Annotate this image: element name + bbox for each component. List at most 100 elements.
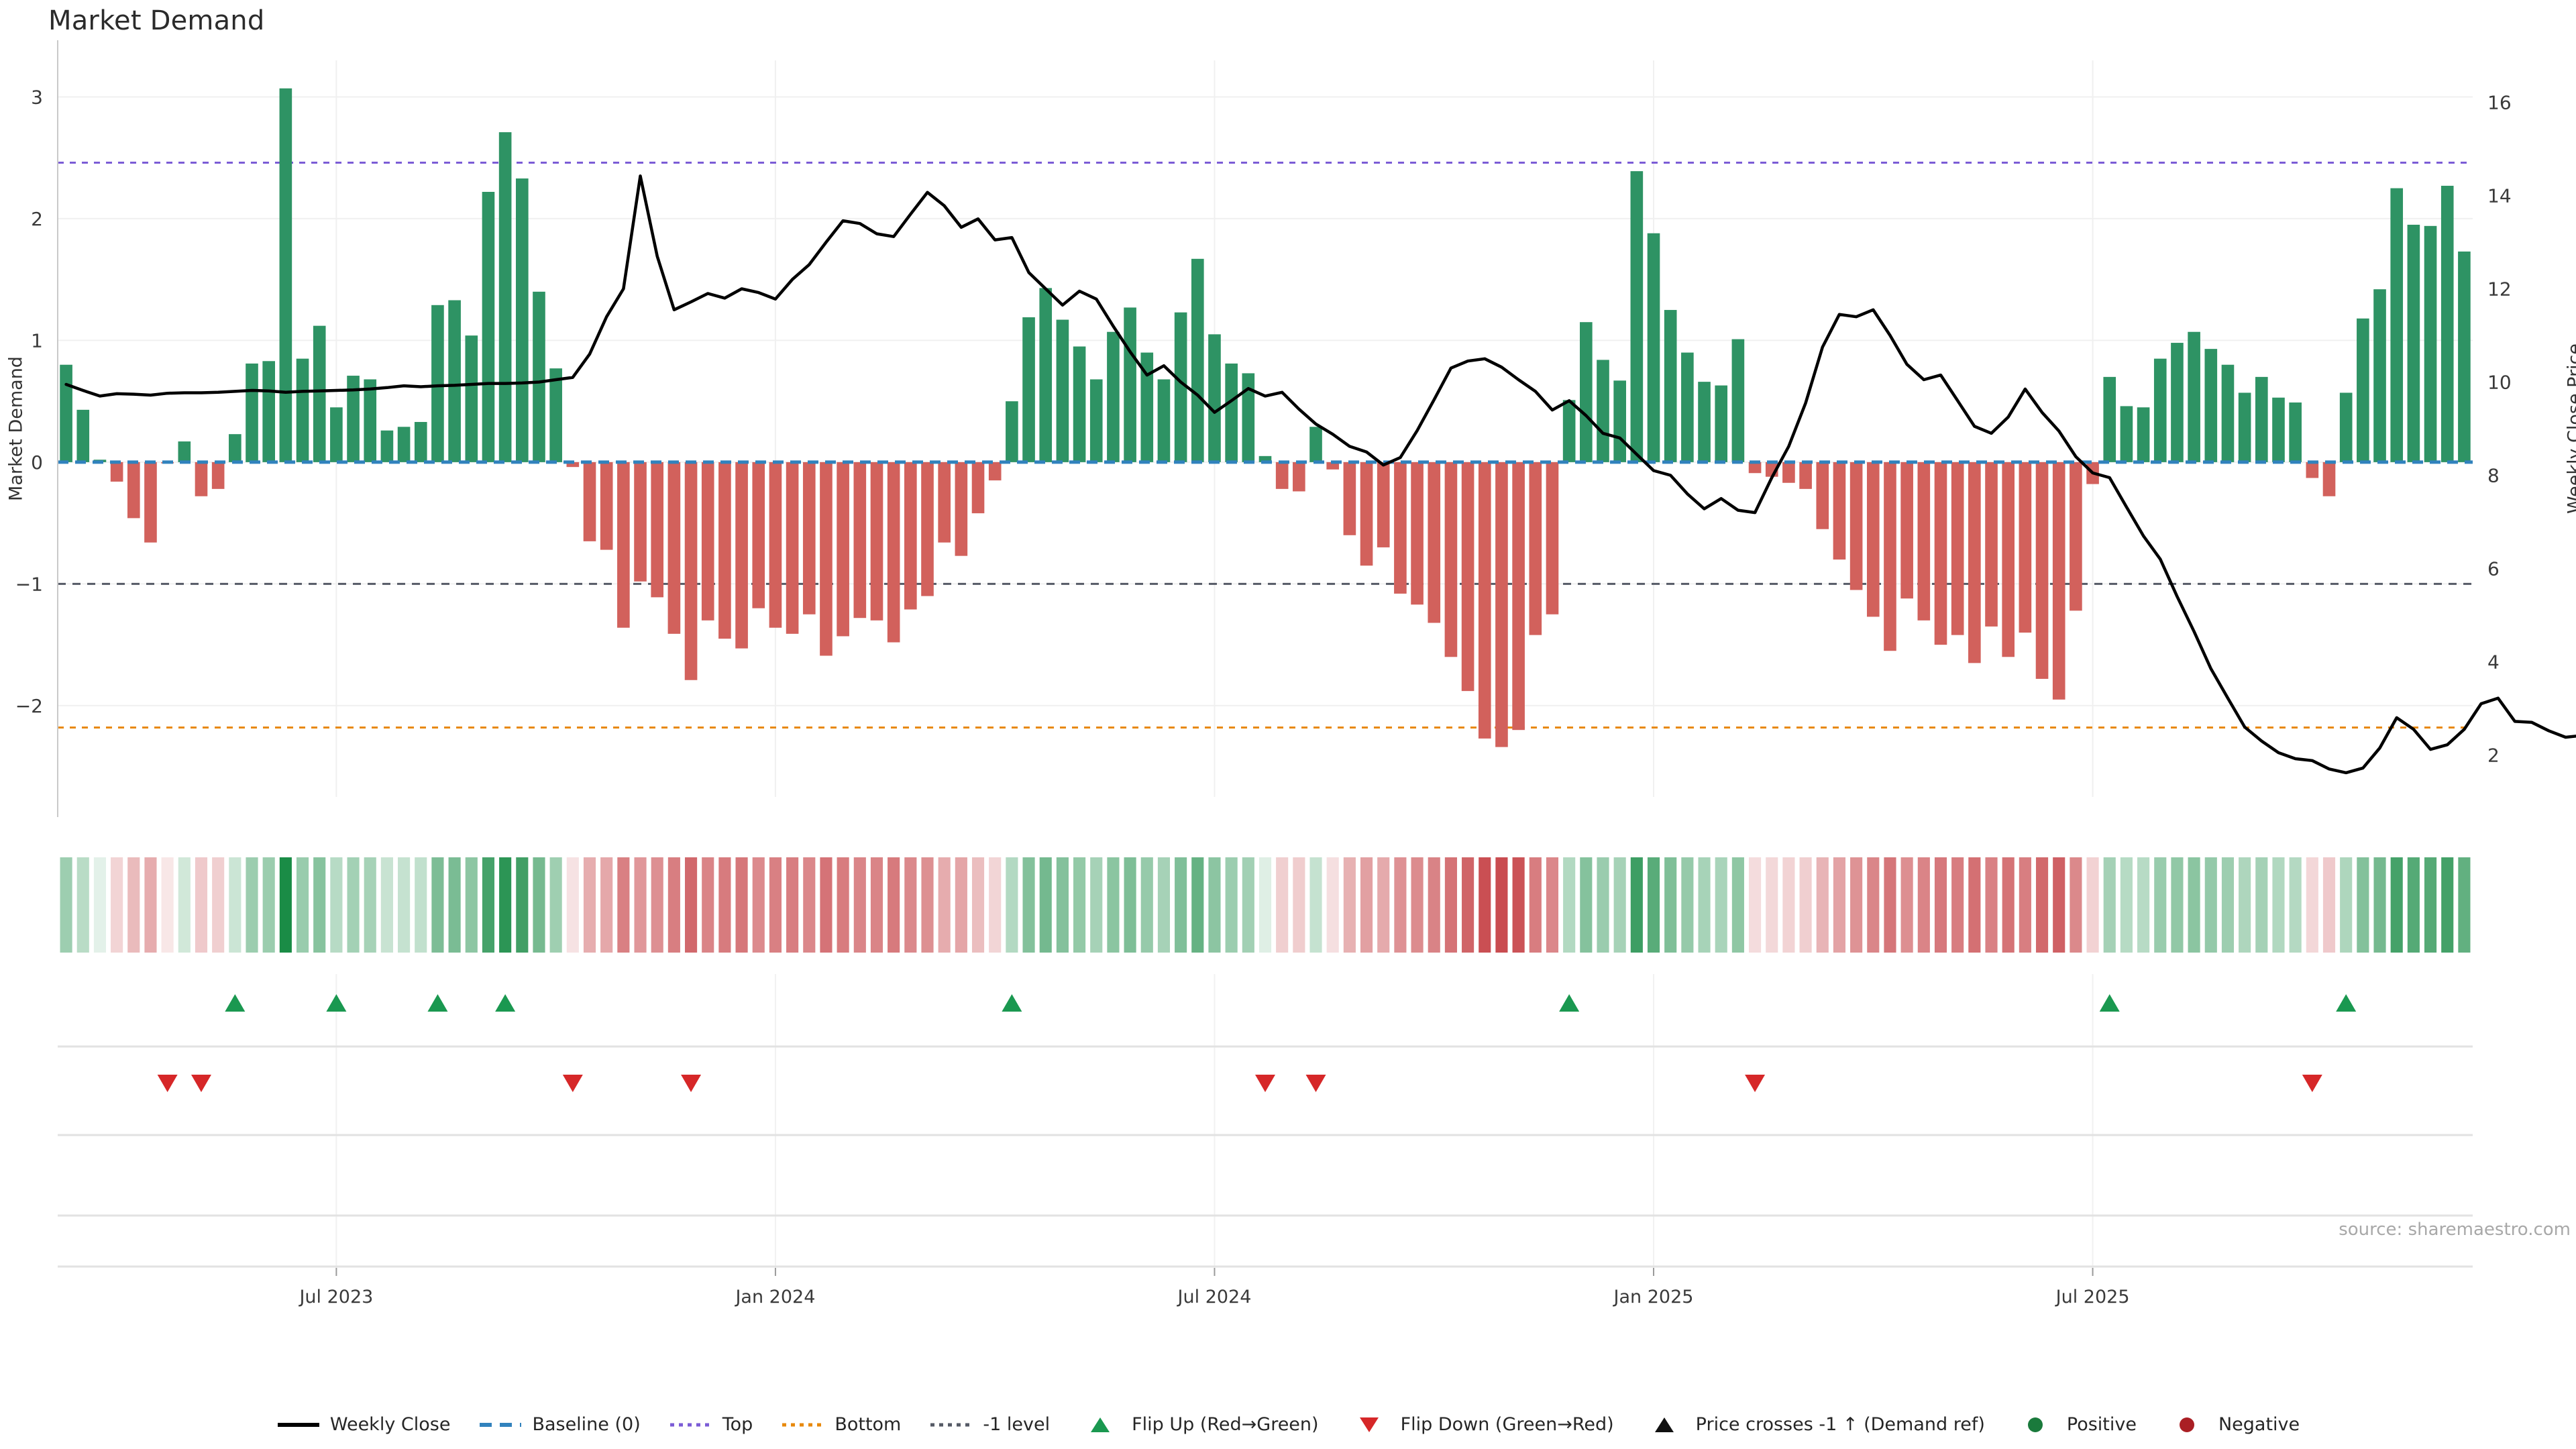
dotted-line-swatch [669, 1416, 713, 1434]
svg-text:3: 3 [31, 86, 43, 108]
heatmap-cell [1782, 857, 1795, 953]
solid-line-swatch [276, 1416, 321, 1434]
heatmap-cell [2171, 857, 2184, 953]
heatmap-cell [279, 857, 292, 953]
demand-bar [2238, 392, 2251, 462]
flip-up-marker [1002, 994, 1022, 1012]
heatmap-cell [2357, 857, 2369, 953]
demand-bar [1562, 400, 1576, 462]
heatmap-cell [2272, 857, 2285, 953]
demand-bar [1495, 462, 1508, 747]
heatmap-cell [1630, 857, 1643, 953]
legend-item-triangle-up-icon[interactable]: Flip Up (Red→Green) [1078, 1414, 1319, 1435]
flip-up-marker [225, 994, 246, 1012]
demand-bar [1664, 310, 1677, 462]
heatmap-cell [2019, 857, 2031, 953]
heatmap-cell [330, 857, 343, 953]
demand-bar [533, 291, 545, 462]
demand-bar [1849, 462, 1863, 590]
demand-bar [2390, 188, 2404, 462]
heatmap-cell [1495, 857, 1508, 953]
demand-bar [2153, 358, 2167, 462]
heatmap-cell [2289, 857, 2302, 953]
heatmap-cell [60, 857, 72, 953]
heatmap-cell [1394, 857, 1407, 953]
flip-down-marker [1305, 1075, 1326, 1092]
demand-bar [144, 462, 157, 543]
heatmap-cell [1258, 857, 1272, 953]
svg-text:0: 0 [31, 451, 43, 474]
heatmap-cell [1360, 857, 1373, 953]
legend-item-label: Weekly Close [329, 1414, 451, 1435]
demand-bar [229, 434, 241, 462]
heatmap-cell [262, 857, 275, 953]
heatmap-cell [735, 857, 748, 953]
heatmap-cell [1647, 857, 1660, 953]
heatmap-cell [2322, 857, 2336, 953]
demand-bar [1157, 379, 1171, 462]
demand-bar [1360, 462, 1373, 566]
demand-bar [1309, 427, 1322, 462]
demand-bar [1208, 334, 1221, 462]
demand-bar [1107, 331, 1120, 462]
heatmap-cell [1056, 857, 1069, 953]
demand-bar [837, 462, 849, 637]
demand-bar [1748, 462, 1762, 474]
demand-bar [2272, 397, 2285, 462]
svg-text:4: 4 [2487, 651, 2500, 673]
heatmap-cell [583, 857, 596, 953]
legend-item-circle-icon[interactable]: Positive [2013, 1414, 2137, 1435]
demand-bar [1006, 401, 1018, 462]
heatmap-cell [617, 857, 630, 953]
legend-item-label: Flip Down (Green→Red) [1400, 1414, 1614, 1435]
heatmap-cell [2086, 857, 2099, 953]
demand-bar [2373, 289, 2386, 462]
legend-item-triangle-down-icon[interactable]: Flip Down (Green→Red) [1347, 1414, 1614, 1435]
heatmap-cell [1157, 857, 1171, 953]
heatmap-cell [161, 857, 174, 953]
heatmap-cell [2441, 857, 2454, 953]
source-attribution: source: sharemaestro.com [2339, 1220, 2571, 1240]
legend-item-triangle-up-black-icon[interactable]: Price crosses -1 ↑ (Demand ref) [1642, 1414, 1985, 1435]
demand-bar [2357, 318, 2369, 462]
heatmap-cell [904, 857, 917, 953]
demand-bar [2339, 392, 2353, 462]
heatmap-cell [111, 857, 123, 953]
legend-item-dashed-line-swatch[interactable]: Baseline (0) [478, 1414, 641, 1435]
demand-bar [1917, 462, 1931, 621]
legend-item-circle-icon[interactable]: Negative [2165, 1414, 2300, 1435]
heatmap-cell [1731, 857, 1744, 953]
demand-bar [1258, 455, 1272, 462]
demand-bar [667, 462, 681, 634]
heatmap-cell [1529, 857, 1542, 953]
demand-bar [195, 462, 208, 496]
demand-bar [617, 462, 630, 628]
svg-text:Jul 2024: Jul 2024 [1177, 1287, 1252, 1307]
demand-bar [448, 300, 461, 462]
heatmap-cell [1951, 857, 1964, 953]
demand-bar [2306, 462, 2319, 478]
heatmap-cell [380, 857, 393, 953]
demand-bar [634, 462, 647, 582]
demand-bar [2137, 407, 2150, 462]
legend-item-solid-line-swatch[interactable]: Weekly Close [276, 1414, 451, 1435]
heatmap-cell [870, 857, 883, 953]
demand-bar [921, 462, 934, 596]
heatmap-cell [1985, 857, 1998, 953]
legend-item-dotted-line-swatch[interactable]: -1 level [929, 1414, 1050, 1435]
heatmap-cell [1411, 857, 1424, 953]
flip-up-marker [2099, 994, 2120, 1012]
circle-icon [2165, 1416, 2209, 1434]
svg-text:12: 12 [2487, 278, 2512, 301]
demand-bar [211, 462, 225, 489]
heatmap-cell [820, 857, 833, 953]
flip-down-marker [1745, 1075, 1766, 1092]
demand-bar [1461, 462, 1474, 692]
heatmap-cell [1512, 857, 1525, 953]
heatmap-cell [212, 857, 225, 953]
dotted-line-swatch [929, 1416, 973, 1434]
legend-item-dotted-line-swatch[interactable]: Bottom [781, 1414, 901, 1435]
legend-item-dotted-line-swatch[interactable]: Top [669, 1414, 753, 1435]
demand-bar [279, 88, 292, 462]
demand-bar [2103, 376, 2116, 462]
